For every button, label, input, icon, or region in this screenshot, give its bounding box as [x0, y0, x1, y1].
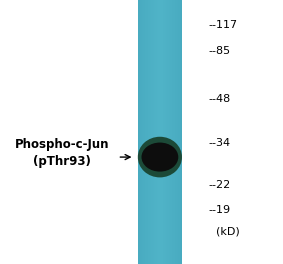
Bar [148, 0, 149, 264]
Bar [140, 0, 141, 264]
Bar [173, 0, 174, 264]
Bar [161, 0, 162, 264]
Bar [158, 0, 159, 264]
Bar [159, 0, 160, 264]
Bar [175, 0, 176, 264]
Bar [153, 0, 154, 264]
Bar [147, 0, 148, 264]
Bar [146, 0, 147, 264]
Bar [163, 0, 164, 264]
Bar [178, 0, 179, 264]
Bar [149, 0, 150, 264]
Bar [169, 0, 170, 264]
Bar [145, 0, 146, 264]
Bar [165, 0, 166, 264]
Ellipse shape [142, 143, 178, 172]
Bar [144, 0, 145, 264]
Text: --19: --19 [208, 205, 230, 215]
Bar [161, 0, 162, 264]
Bar [157, 0, 158, 264]
Bar [166, 0, 167, 264]
Bar [162, 0, 163, 264]
Text: --22: --22 [208, 180, 230, 190]
Bar [156, 0, 157, 264]
Bar [169, 0, 170, 264]
Bar [180, 0, 181, 264]
Bar [178, 0, 179, 264]
Bar [150, 0, 151, 264]
Bar [165, 0, 166, 264]
Bar [158, 0, 159, 264]
Bar [145, 0, 146, 264]
Bar [159, 0, 160, 264]
Bar [142, 0, 143, 264]
Bar [157, 0, 158, 264]
Text: --48: --48 [208, 94, 230, 104]
Bar [174, 0, 175, 264]
Bar [167, 0, 168, 264]
Bar [181, 0, 182, 264]
Text: --117: --117 [208, 20, 237, 30]
Bar [152, 0, 153, 264]
Bar [160, 0, 161, 264]
Bar [179, 0, 180, 264]
Bar [155, 0, 156, 264]
Bar [154, 0, 155, 264]
Text: --85: --85 [208, 46, 230, 56]
Bar [151, 0, 152, 264]
Bar [153, 0, 154, 264]
Bar [176, 0, 177, 264]
Bar [154, 0, 155, 264]
Bar [170, 0, 171, 264]
Bar [138, 0, 139, 264]
Bar [146, 0, 147, 264]
Bar [177, 0, 178, 264]
Bar [181, 0, 182, 264]
Bar [141, 0, 142, 264]
Bar [149, 0, 150, 264]
Bar [162, 0, 163, 264]
Bar [174, 0, 175, 264]
Bar [166, 0, 167, 264]
Bar [155, 0, 156, 264]
Bar [143, 0, 144, 264]
Bar [138, 0, 139, 264]
Bar [150, 0, 151, 264]
Text: (kD): (kD) [216, 226, 240, 236]
Bar [177, 0, 178, 264]
Bar [163, 0, 164, 264]
Bar [139, 0, 140, 264]
Text: Phospho-c-Jun
(pThr93): Phospho-c-Jun (pThr93) [15, 138, 110, 168]
Bar [168, 0, 169, 264]
Bar [173, 0, 174, 264]
Bar [160, 0, 161, 264]
Bar [172, 0, 173, 264]
Ellipse shape [138, 137, 182, 177]
Text: --34: --34 [208, 138, 230, 148]
Bar [164, 0, 165, 264]
Bar [156, 0, 157, 264]
Bar [164, 0, 165, 264]
Bar [142, 0, 143, 264]
Bar [167, 0, 168, 264]
Bar [170, 0, 171, 264]
Bar [171, 0, 172, 264]
Bar [139, 0, 140, 264]
